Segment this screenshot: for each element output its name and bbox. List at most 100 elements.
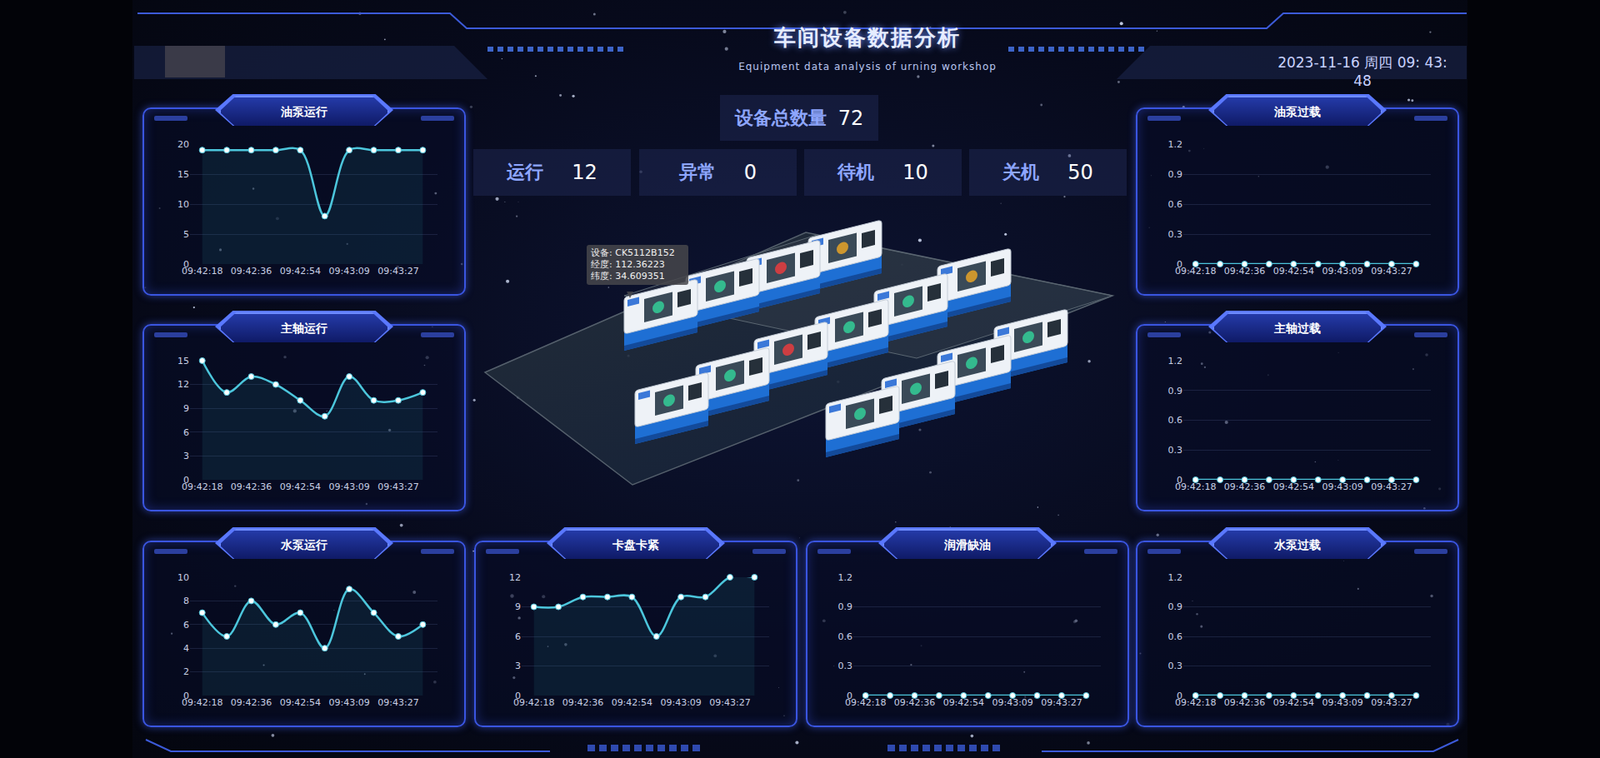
html-text:72: 72 xyxy=(838,106,864,130)
svg-text:09:42:36: 09:42:36 xyxy=(1224,481,1265,493)
svg-text:09:43:09: 09:43:09 xyxy=(991,697,1033,709)
svg-text:09:43:09: 09:43:09 xyxy=(328,697,370,709)
html-text:50: 50 xyxy=(1067,160,1094,185)
html-text:水泵运行: 水泵运行 xyxy=(280,538,328,552)
svg-text:09:42:18: 09:42:18 xyxy=(845,697,886,709)
svg-text:1.2: 1.2 xyxy=(1168,355,1184,367)
svg-text:09:42:18: 09:42:18 xyxy=(181,697,223,709)
svg-text:09:42:36: 09:42:36 xyxy=(230,265,272,277)
html-text:2023-11-16 周四 09: 43: 48: 2023-11-16 周四 09: 43: 48 xyxy=(1277,54,1448,90)
svg-text:09:42:54: 09:42:54 xyxy=(611,697,653,709)
svg-text:09:42:54: 09:42:54 xyxy=(280,697,321,709)
svg-text:0: 0 xyxy=(183,475,190,486)
svg-text:15: 15 xyxy=(177,355,190,367)
svg-text:09:42:54: 09:42:54 xyxy=(280,265,321,277)
svg-text:09:43:27: 09:43:27 xyxy=(1040,697,1082,709)
svg-text:0.6: 0.6 xyxy=(1168,415,1184,426)
svg-text:09:43:27: 09:43:27 xyxy=(1370,265,1412,277)
svg-text:0: 0 xyxy=(1176,690,1183,702)
svg-text:0.9: 0.9 xyxy=(1168,601,1184,613)
svg-text:09:42:36: 09:42:36 xyxy=(562,697,604,709)
svg-text:09:43:27: 09:43:27 xyxy=(377,265,419,277)
svg-text:0.3: 0.3 xyxy=(1168,229,1184,240)
svg-text:09:42:18: 09:42:18 xyxy=(1175,481,1216,493)
svg-text:09:42:18: 09:42:18 xyxy=(1175,265,1216,277)
svg-text:0.6: 0.6 xyxy=(1168,199,1184,210)
svg-text:0: 0 xyxy=(183,690,190,702)
svg-text:09:43:27: 09:43:27 xyxy=(1370,697,1412,709)
svg-text:15: 15 xyxy=(177,169,190,180)
svg-text:0.9: 0.9 xyxy=(1168,169,1184,180)
svg-text:9: 9 xyxy=(183,403,190,415)
html-text:12: 12 xyxy=(571,160,598,185)
svg-text:6: 6 xyxy=(515,631,521,643)
html-text:设备总数量: 设备总数量 xyxy=(734,107,827,128)
svg-text:0: 0 xyxy=(515,690,521,702)
svg-text:2: 2 xyxy=(183,666,190,678)
svg-text:0: 0 xyxy=(846,690,853,702)
svg-text:09:42:18: 09:42:18 xyxy=(181,265,223,277)
svg-text:09:42:18: 09:42:18 xyxy=(181,481,223,493)
svg-text:09:43:09: 09:43:09 xyxy=(328,265,370,277)
html-text:运行: 运行 xyxy=(506,161,544,183)
svg-text:10: 10 xyxy=(177,572,190,584)
svg-text:9: 9 xyxy=(515,601,521,613)
svg-text:0.6: 0.6 xyxy=(1168,631,1184,643)
svg-text:09:42:36: 09:42:36 xyxy=(1224,265,1265,277)
svg-text:6: 6 xyxy=(183,620,190,631)
html-text:关机: 关机 xyxy=(1002,161,1040,183)
svg-text:3: 3 xyxy=(515,660,521,672)
svg-text:0.3: 0.3 xyxy=(1168,660,1184,672)
svg-text:09:42:36: 09:42:36 xyxy=(894,697,935,709)
svg-text:09:42:54: 09:42:54 xyxy=(1273,697,1315,709)
svg-text:8: 8 xyxy=(183,595,190,607)
svg-text:09:42:54: 09:42:54 xyxy=(280,481,321,493)
svg-text:0.9: 0.9 xyxy=(838,601,854,613)
html-text:油泵过载: 油泵过载 xyxy=(1274,105,1321,119)
svg-text:09:42:36: 09:42:36 xyxy=(230,697,272,709)
html-text:10: 10 xyxy=(902,160,929,185)
svg-text:0: 0 xyxy=(183,259,190,270)
svg-text:20: 20 xyxy=(177,139,190,150)
svg-text:0: 0 xyxy=(1176,259,1183,270)
html-text:油泵运行: 油泵运行 xyxy=(280,105,328,119)
svg-text:09:43:27: 09:43:27 xyxy=(377,481,419,493)
svg-text:6: 6 xyxy=(183,427,190,439)
html-text:车间设备数据分析: 车间设备数据分析 xyxy=(774,25,961,50)
svg-text:09:42:54: 09:42:54 xyxy=(1273,481,1315,493)
svg-text:09:42:54: 09:42:54 xyxy=(1273,265,1315,277)
svg-text:0.9: 0.9 xyxy=(1168,385,1184,397)
svg-text:09:43:09: 09:43:09 xyxy=(660,697,701,709)
html-text:异常: 异常 xyxy=(679,161,716,183)
html-text:润滑缺油: 润滑缺油 xyxy=(944,538,991,552)
svg-text:09:43:27: 09:43:27 xyxy=(1370,481,1412,493)
svg-text:0.3: 0.3 xyxy=(1168,445,1184,456)
svg-text:09:43:09: 09:43:09 xyxy=(1321,697,1363,709)
svg-text:0: 0 xyxy=(1176,475,1183,486)
svg-text:0.6: 0.6 xyxy=(838,631,854,643)
html-text:主轴运行: 主轴运行 xyxy=(280,321,328,335)
svg-text:09:43:09: 09:43:09 xyxy=(328,481,370,493)
html-text:待机: 待机 xyxy=(837,161,875,183)
svg-text:4: 4 xyxy=(183,643,190,655)
svg-text:1.2: 1.2 xyxy=(1168,572,1184,584)
svg-text:12: 12 xyxy=(509,572,521,584)
html-text:主轴过载: 主轴过载 xyxy=(1274,321,1321,335)
svg-text:3: 3 xyxy=(183,450,190,462)
svg-text:10: 10 xyxy=(177,199,190,210)
svg-text:09:42:36: 09:42:36 xyxy=(230,481,272,493)
svg-text:09:43:09: 09:43:09 xyxy=(1321,481,1363,493)
svg-text:1.2: 1.2 xyxy=(838,572,854,584)
svg-text:09:42:36: 09:42:36 xyxy=(1224,697,1265,709)
svg-text:0.3: 0.3 xyxy=(838,660,854,672)
html-text:卡盘卡紧: 卡盘卡紧 xyxy=(612,538,660,552)
svg-text:09:43:27: 09:43:27 xyxy=(377,697,419,709)
svg-text:12: 12 xyxy=(177,379,190,390)
svg-text:09:43:27: 09:43:27 xyxy=(709,697,750,709)
svg-text:5: 5 xyxy=(183,229,190,240)
svg-text:09:42:18: 09:42:18 xyxy=(1175,697,1216,709)
svg-text:09:43:09: 09:43:09 xyxy=(1321,265,1363,277)
svg-text:09:42:18: 09:42:18 xyxy=(513,697,555,709)
svg-text:1.2: 1.2 xyxy=(1168,139,1184,150)
svg-text:09:42:54: 09:42:54 xyxy=(943,697,985,709)
